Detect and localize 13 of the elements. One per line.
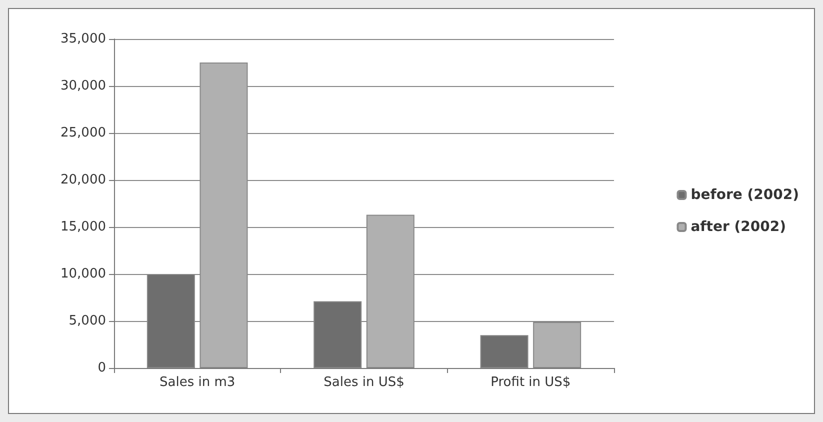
y-tick-label: 15,000 [60,220,106,234]
y-tick-label: 30,000 [60,78,106,94]
y-tick-label: 5,000 [68,314,106,328]
y-tick-label: 25,000 [60,126,106,140]
x-tick-label: Sales in US$ [324,375,404,390]
legend-label: before (2002) [690,187,800,203]
y-tick-label: 10,000 [60,266,106,282]
y-tick-label: 35,000 [60,32,106,46]
x-tick-label: Profit in US$ [490,375,571,390]
x-tick-label: Sales in m3 [160,375,236,390]
y-tick-label: 0 [98,360,106,376]
legend-label: after (2002) [690,219,786,235]
y-tick-label: 20,000 [60,172,106,188]
